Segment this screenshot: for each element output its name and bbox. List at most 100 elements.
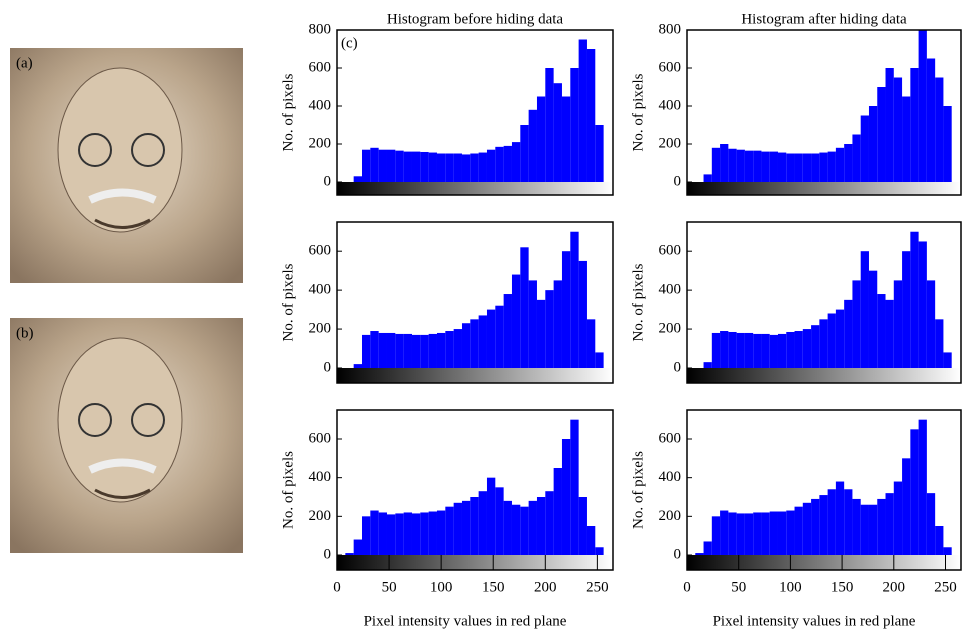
- y-tick-label: 0: [674, 173, 682, 189]
- bar: [744, 332, 754, 368]
- bar: [386, 514, 396, 555]
- bar: [436, 510, 446, 555]
- plot-frame: [336, 409, 614, 571]
- bar: [753, 333, 762, 368]
- bar: [553, 83, 562, 182]
- bar: [470, 319, 479, 368]
- y-tick-label: 600: [309, 430, 332, 446]
- bar: [728, 331, 737, 368]
- bar: [553, 280, 562, 368]
- y-tick-label: 0: [324, 359, 332, 375]
- y-axis-label: No. of pixels: [630, 451, 646, 529]
- x-tick-label: 200: [534, 579, 557, 595]
- y-tick-label: 200: [659, 321, 682, 337]
- bar: [528, 109, 537, 182]
- bar: [844, 144, 853, 182]
- bar: [503, 145, 512, 182]
- bar: [852, 280, 861, 368]
- bar: [578, 39, 587, 182]
- y-tick-label: 800: [659, 21, 682, 37]
- x-axis-label: Pixel intensity values in red plane: [364, 613, 567, 629]
- bar: [802, 502, 812, 555]
- y-tick-label: 400: [659, 469, 682, 485]
- bar: [943, 352, 952, 368]
- x-tick-label: 50: [731, 579, 746, 595]
- bar: [453, 329, 462, 368]
- bar: [345, 553, 354, 555]
- bar: [786, 331, 795, 368]
- bar: [728, 148, 737, 182]
- y-tick-label: 200: [309, 508, 332, 524]
- bar: [595, 547, 604, 555]
- y-tick-label: 0: [324, 546, 332, 562]
- photo-b: (b): [10, 318, 243, 553]
- bar: [511, 142, 521, 182]
- y-tick-label: 0: [674, 359, 682, 375]
- bar: [370, 331, 379, 368]
- y-tick-label: 400: [309, 469, 332, 485]
- bar: [860, 504, 869, 555]
- y-tick-label: 800: [309, 21, 332, 37]
- bar: [495, 305, 504, 368]
- bar: [893, 280, 903, 368]
- bar: [802, 329, 812, 368]
- bar: [420, 151, 429, 182]
- bar: [835, 481, 845, 555]
- colorbar: [337, 368, 613, 383]
- y-tick-label: 400: [659, 97, 682, 113]
- bar: [545, 491, 554, 555]
- bar: [445, 506, 454, 555]
- bar: [711, 147, 721, 182]
- bar: [769, 151, 778, 182]
- y-axis-label: No. of pixels: [630, 263, 646, 341]
- y-tick-label: 0: [674, 546, 682, 562]
- colorbar: [687, 368, 961, 383]
- bar: [753, 512, 762, 555]
- bar: [511, 504, 521, 555]
- bar: [777, 152, 787, 182]
- bar: [353, 539, 362, 555]
- bar: [769, 511, 778, 555]
- bar: [777, 333, 787, 368]
- bar: [420, 512, 429, 555]
- bar: [753, 150, 762, 182]
- bar: [570, 419, 579, 555]
- bar: [935, 526, 944, 555]
- bar: [528, 500, 537, 555]
- bar: [520, 125, 529, 182]
- bar: [361, 516, 371, 555]
- bar: [811, 153, 820, 182]
- bar: [420, 334, 429, 368]
- bar: [728, 512, 737, 555]
- histogram-panel: 0 200 400 600 No. of pixels: [630, 221, 962, 384]
- bar: [453, 153, 462, 182]
- bar: [411, 513, 421, 555]
- bar: [486, 149, 496, 182]
- bar: [461, 323, 471, 368]
- bar: [902, 251, 911, 368]
- x-tick-label: 250: [586, 579, 609, 595]
- plot-frame: [686, 29, 962, 196]
- bar: [893, 77, 903, 182]
- bar: [811, 498, 820, 555]
- bar: [403, 512, 412, 555]
- bar: [395, 333, 404, 368]
- x-tick-label: 200: [883, 579, 906, 595]
- x-tick-label: 250: [934, 579, 957, 595]
- y-tick-label: 200: [659, 508, 682, 524]
- bar: [835, 309, 845, 368]
- chart-title: Histogram after hiding data: [741, 11, 907, 27]
- bar: [470, 153, 479, 182]
- bar: [918, 241, 927, 368]
- bar: [478, 491, 487, 555]
- bar: [852, 498, 861, 555]
- y-tick-label: 400: [309, 97, 332, 113]
- bar: [478, 315, 487, 368]
- bar: [378, 332, 387, 368]
- bar: [877, 87, 886, 182]
- bar: [486, 309, 496, 368]
- bar: [361, 149, 371, 182]
- bar: [918, 30, 927, 182]
